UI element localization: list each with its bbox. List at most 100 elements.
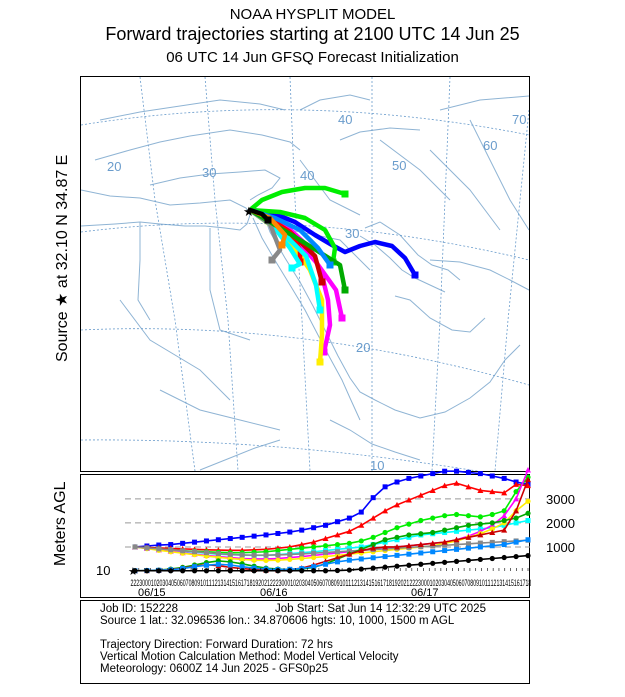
altitude-point-7-22 [394, 534, 400, 540]
x-hour-label: 21 [264, 578, 270, 589]
altitude-point-0-6 [203, 538, 209, 544]
x-hour-label: 06 [456, 578, 462, 589]
x-hour-label: 15 [369, 578, 375, 589]
altitude-point-10-32 [513, 553, 519, 560]
x-hour-label: 20 [258, 578, 264, 589]
y-tick-2000: 2000 [546, 516, 575, 531]
altitude-point-8-21 [382, 543, 389, 550]
source-info: Source 1 lat.: 32.096536 lon.: 34.870606… [100, 615, 455, 627]
altitude-point-9-21 [382, 554, 388, 560]
x-hour-label: 00 [142, 578, 148, 589]
altitude-point-6-5 [192, 549, 198, 555]
vertical-motion: Vertical Motion Calculation Method: Mode… [100, 651, 399, 663]
map-trajectories [247, 185, 419, 366]
x-hour-label: 07 [183, 578, 189, 589]
x-hour-label: 23 [136, 578, 142, 589]
altitude-point-6-9 [239, 552, 245, 558]
altitude-point-10-24 [418, 561, 424, 567]
altitude-point-2-29 [477, 514, 483, 520]
lon-label-40: 40 [300, 168, 314, 183]
altitude-point-6-26 [442, 542, 448, 548]
altitude-point-6-15 [311, 550, 317, 556]
altitude-point-9-9 [239, 564, 245, 570]
altitude-point-0-5 [192, 539, 198, 545]
lat-label-20: 20 [356, 340, 370, 355]
lat-label-40: 40 [338, 112, 352, 127]
altitude-point-0-24 [418, 473, 424, 479]
altitude-point-3-33 [525, 518, 531, 523]
altitude-point-6-0 [132, 544, 138, 550]
x-hour-label: 23 [276, 578, 282, 589]
altitude-point-6-31 [501, 539, 507, 545]
x-date-label-06/15: 06/15 [138, 587, 166, 599]
altitude-point-0-25 [430, 471, 436, 477]
altitude-point-0-11 [263, 532, 269, 538]
altitude-series-line-6 [134, 539, 529, 556]
x-hour-label: 15 [508, 578, 514, 589]
altitude-point-8-23 [405, 542, 412, 549]
x-hour-label: 05 [171, 578, 177, 589]
altitude-point-0-29 [477, 471, 483, 477]
x-hour-label: 11 [206, 578, 212, 589]
altitude-point-10-19 [358, 566, 364, 572]
x-hour-label: 15 [229, 578, 235, 589]
altitude-point-9-18 [346, 557, 352, 563]
trajectory-endpoint-3 [320, 348, 328, 356]
altitude-point-9-26 [442, 548, 448, 554]
altitude-point-10-21 [382, 564, 388, 570]
altitude-point-10-31 [501, 554, 507, 561]
trajectory-endpoint-8 [288, 264, 296, 272]
x-hour-label: 06 [316, 578, 322, 589]
altitude-point-1-33 [525, 482, 531, 489]
x-hour-label: 00 [282, 578, 288, 589]
altitude-point-7-23 [406, 532, 412, 538]
altitude-point-5-30 [489, 526, 495, 532]
altitude-point-8-30 [489, 529, 496, 536]
map-frame [80, 76, 530, 472]
altitude-point-0-21 [382, 484, 388, 490]
lon-label-70: 70 [512, 112, 526, 127]
y-tick-3000: 3000 [546, 492, 575, 507]
x-hour-label: 19 [252, 578, 258, 589]
x-hour-label: 04 [305, 578, 311, 589]
altitude-point-9-7 [215, 561, 221, 567]
altitude-point-8-29 [477, 531, 484, 538]
altitude-point-0-3 [168, 542, 174, 548]
x-hour-label: 18 [386, 578, 392, 589]
altitude-point-0-16 [323, 522, 329, 528]
x-hour-label: 12 [491, 578, 497, 589]
altitude-point-0-18 [346, 515, 352, 521]
altitude-series-line-9 [134, 538, 529, 572]
altitude-point-2-31 [501, 508, 507, 514]
altitude-point-5-14 [299, 555, 305, 562]
altitude-point-2-26 [442, 513, 448, 519]
altitude-point-2-12 [275, 547, 281, 554]
altitude-point-10-12 [275, 568, 281, 574]
x-hour-label: 16 [514, 578, 520, 589]
altitude-point-7-24 [418, 531, 424, 537]
x-hour-label: 17 [241, 578, 247, 589]
altitude-point-9-28 [465, 545, 471, 551]
model-title: NOAA HYSPLIT MODEL [229, 6, 396, 23]
altitude-point-2-30 [489, 511, 495, 518]
altitude-point-9-16 [323, 561, 329, 567]
y-tick-10: 10 [96, 563, 110, 578]
altitude-point-5-12 [275, 557, 281, 563]
altitude-point-2-18 [346, 540, 352, 546]
trajectory-endpoint-5 [316, 358, 324, 366]
trajectory-title: Forward trajectories starting at 2100 UT… [105, 24, 520, 44]
altitude-point-9-15 [311, 564, 317, 570]
x-hour-label: 03 [438, 578, 444, 589]
altitude-point-10-28 [465, 557, 472, 564]
trajectory-endpoint-12 [326, 261, 334, 269]
x-hour-label: 14 [223, 578, 229, 589]
altitude-point-1-17 [334, 531, 341, 538]
x-hour-label: 18 [526, 578, 532, 589]
altitude-point-2-19 [358, 538, 364, 544]
altitude-point-2-21 [382, 529, 388, 536]
altitude-point-1-15 [310, 539, 317, 545]
job-id: Job ID: 152228 [100, 603, 179, 615]
initialization-subtitle: 06 UTC 14 Jun GFSQ Forecast Initializati… [166, 49, 459, 66]
altitude-point-10-25 [430, 560, 436, 566]
altitude-point-8-32 [513, 507, 520, 514]
